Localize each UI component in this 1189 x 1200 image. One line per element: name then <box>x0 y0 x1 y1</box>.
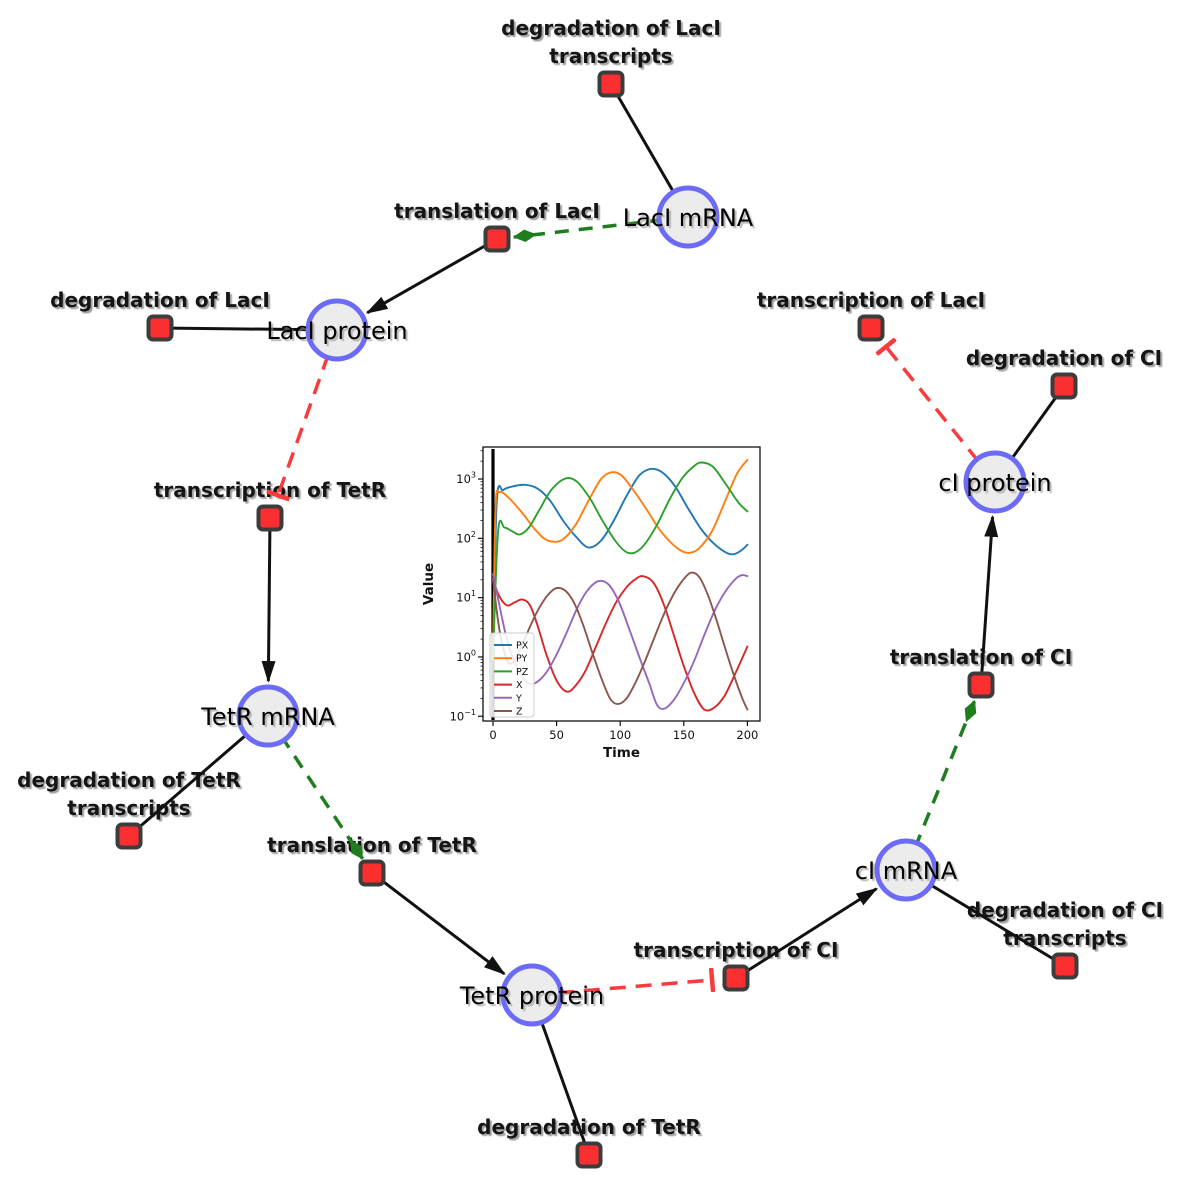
y-tick-label: 10−1 <box>450 708 476 724</box>
species-label-ci_protein: cI protein <box>938 469 1051 497</box>
edge-arrow-transl_ci-to-ci_protein <box>979 514 999 686</box>
species-labels-layer: LacI mRNA LacI protein TetR mRNA TetR prote… <box>200 204 1051 1010</box>
series-line-PX <box>492 467 749 661</box>
series-line-PZ <box>492 461 749 661</box>
y-tick-label: 103 <box>456 471 476 487</box>
reaction-node-transl_laci <box>483 225 511 253</box>
reaction-node-tx_tetr <box>256 504 284 532</box>
x-tick-label: 150 <box>673 728 695 742</box>
reaction-label-transl_laci: translation of LacI <box>394 199 600 223</box>
reaction-label-deg_laci_tx: degradation of LacI transcripts <box>501 16 721 68</box>
reaction-label-deg_tetr_tx: degradation of TetR transcripts <box>17 768 241 820</box>
reaction-label-deg_laci: degradation of LacI <box>50 288 270 312</box>
species-node-ci_mrna <box>874 838 938 902</box>
legend-label-PX: PX <box>516 641 529 652</box>
legend-label-PY: PY <box>516 654 528 665</box>
species-label-ci_mrna: cI mRNA <box>855 857 958 885</box>
reaction-label-deg_ci: degradation of CI <box>966 346 1162 370</box>
series-line-X <box>492 575 749 712</box>
y-axis-title: Value <box>421 563 437 605</box>
chart-frame <box>482 446 761 722</box>
y-tick-label: 101 <box>456 589 476 605</box>
species-node-laci_mrna <box>656 185 720 249</box>
reaction-label-deg_tetr: degradation of TetR <box>477 1115 701 1139</box>
species-label-tetr_mrna: TetR mRNA <box>200 703 335 731</box>
reaction-node-transl_tetr <box>358 859 386 887</box>
legend-box <box>489 632 535 718</box>
reaction-node-deg_laci <box>146 314 174 342</box>
edge-arrow-transl_laci-to-laci_protein <box>365 237 498 315</box>
nodes-layer <box>115 70 1079 1169</box>
chart-legend: PX PY PZ XYZ <box>489 632 535 718</box>
legend-label-PZ: PZ <box>516 667 529 678</box>
edge-arrow-transl_tetr-to-tetr_protein <box>371 871 506 975</box>
species-node-tetr_mrna <box>236 684 300 748</box>
legend-label-Z: Z <box>516 707 523 718</box>
reaction-node-deg_ci_tx <box>1051 952 1079 980</box>
y-tick-label: 100 <box>456 648 476 664</box>
series-line-PY <box>492 458 749 661</box>
reaction-node-transl_ci <box>967 671 995 699</box>
species-label-tetr_protein: TetR protein <box>459 982 604 1010</box>
reaction-label-transl_tetr: translation of TetR <box>267 833 477 857</box>
reaction-label-tx_laci: transcription of LacI <box>757 288 985 312</box>
x-tick-label: 200 <box>736 728 758 742</box>
x-axis-title: Time <box>603 745 640 761</box>
reaction-node-tx_laci <box>857 314 885 342</box>
legend-label-Y: Y <box>515 693 522 704</box>
y-tick-label: 102 <box>456 530 476 546</box>
species-label-laci_mrna: LacI mRNA <box>623 204 754 232</box>
reaction-node-deg_laci_tx <box>597 70 625 98</box>
x-tick-label: 100 <box>609 728 631 742</box>
reaction-node-tx_ci <box>722 964 750 992</box>
species-node-ci_protein <box>963 450 1027 514</box>
x-tick-label: 0 <box>489 728 496 742</box>
edge-arrow-tx_tetr-to-tetr_mrna <box>261 517 276 684</box>
species-node-tetr_protein <box>500 963 564 1027</box>
legend-label-X: X <box>516 680 523 691</box>
reaction-node-deg_tetr_tx <box>115 822 143 850</box>
edge-arrow-tx_ci-to-ci_mrna <box>735 887 879 980</box>
x-tick-label: 50 <box>549 728 564 742</box>
species-label-laci_protein: LacI protein <box>266 317 407 345</box>
reaction-label-tx_tetr: transcription of TetR <box>154 478 386 502</box>
species-node-laci_protein <box>305 298 369 362</box>
reaction-node-deg_tetr <box>575 1141 603 1169</box>
reaction-label-tx_ci: transcription of CI <box>634 938 839 962</box>
reaction-label-deg_ci_tx: degradation of CI transcripts <box>967 898 1163 950</box>
reaction-node-deg_ci <box>1050 372 1078 400</box>
